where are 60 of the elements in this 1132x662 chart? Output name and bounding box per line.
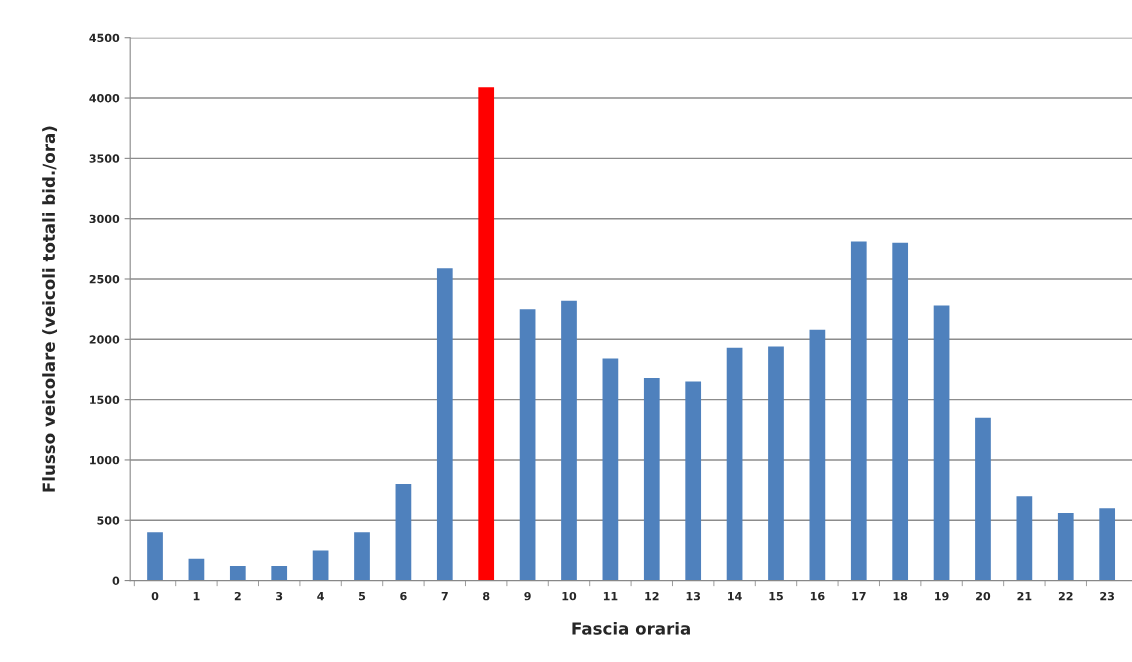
- x-tick-label: 18: [893, 591, 908, 601]
- bar: [768, 346, 784, 581]
- y-tick-label: 3500: [89, 154, 120, 163]
- x-tick-label: 4: [317, 592, 324, 601]
- bar: [312, 550, 329, 581]
- x-tick-label: 21: [1017, 591, 1032, 601]
- x-tick-label: 23: [1100, 591, 1115, 601]
- x-tick-label: 5: [359, 592, 366, 601]
- y-tick-label: 1500: [90, 395, 120, 405]
- bar: [519, 309, 536, 581]
- bar: [933, 305, 950, 581]
- bar: [478, 87, 495, 581]
- x-tick-label: 10: [562, 591, 577, 601]
- x-tick-label: 16: [810, 591, 825, 601]
- bar: [188, 558, 205, 581]
- y-tick-label: 2500: [89, 274, 120, 284]
- bar: [726, 347, 743, 581]
- y-tick-label: 500: [97, 516, 120, 525]
- bar: [892, 242, 909, 581]
- bar: [1057, 513, 1074, 581]
- bar: [850, 241, 867, 581]
- y-tick-label: 0: [112, 576, 120, 585]
- bar: [229, 566, 246, 581]
- bar: [809, 329, 826, 581]
- x-tick-label: 0: [151, 591, 159, 601]
- bar: [1099, 508, 1116, 581]
- x-tick-label: 9: [524, 591, 531, 601]
- x-tick-label: 15: [769, 592, 783, 601]
- bar: [354, 532, 370, 581]
- y-tick-label: 4500: [89, 33, 120, 43]
- y-axis-title: Flusso veicolare (veicoli totali bid./ora): [42, 126, 58, 492]
- x-tick-label: 11: [603, 592, 618, 601]
- x-tick-label: 2: [234, 591, 241, 601]
- bar: [643, 377, 660, 581]
- bar: [561, 300, 577, 581]
- bar: [436, 268, 453, 581]
- y-tick-label: 1000: [90, 455, 120, 465]
- x-tick-label: 22: [1058, 591, 1073, 601]
- bar: [271, 566, 288, 581]
- x-tick-label: 3: [276, 591, 283, 601]
- x-tick-label: 12: [645, 591, 659, 601]
- bar: [602, 358, 619, 581]
- bar: [1016, 496, 1033, 581]
- x-tick-label: 14: [728, 592, 742, 601]
- x-tick-label: 13: [686, 591, 701, 601]
- y-tick-label: 3000: [89, 214, 120, 224]
- bar: [685, 381, 702, 581]
- x-tick-label: 6: [400, 591, 407, 601]
- bar: [147, 532, 163, 581]
- bar: [975, 417, 991, 581]
- x-tick-label: 8: [483, 591, 490, 601]
- x-tick-label: 7: [441, 592, 448, 601]
- x-axis-title: Fascia oraria: [572, 621, 690, 635]
- x-tick-label: 17: [852, 592, 866, 601]
- y-tick-label: 2000: [89, 335, 120, 344]
- bar: [395, 484, 412, 581]
- x-tick-label: 20: [976, 591, 991, 601]
- y-tick-label: 4000: [89, 94, 120, 103]
- x-tick-label: 19: [935, 591, 949, 601]
- x-tick-label: 1: [193, 592, 200, 601]
